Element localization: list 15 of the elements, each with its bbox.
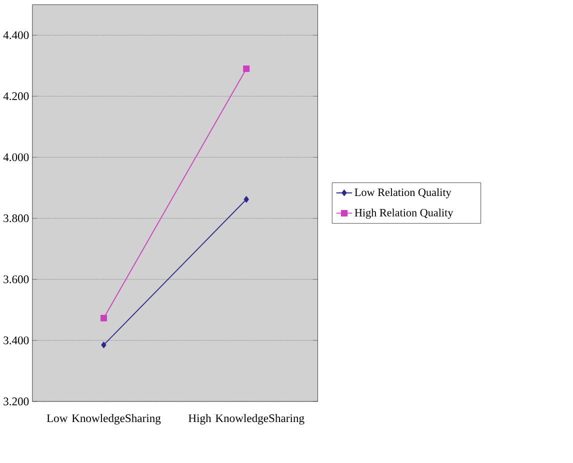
legend-label: High Relation Quality [354, 208, 454, 219]
x-tick-label: High KnowledgeSharing [188, 414, 304, 425]
y-tick-label: 3.800 [4, 214, 29, 222]
point [100, 314, 107, 322]
x-tick-label: Low KnowledgeSharing [46, 414, 161, 425]
y-tick-label: 3.600 [4, 276, 29, 284]
legend-label: Low Relation Quality [354, 188, 452, 198]
point [101, 342, 106, 348]
y-tick-label: 4.400 [3, 31, 29, 40]
y-tick-label: 3.200 [4, 398, 29, 406]
point [244, 196, 249, 203]
point [243, 66, 250, 72]
y-tick-label: 3.400 [4, 336, 29, 344]
y-tick-label: 4.000 [3, 153, 29, 162]
y-tick-label: 4.200 [3, 92, 29, 100]
